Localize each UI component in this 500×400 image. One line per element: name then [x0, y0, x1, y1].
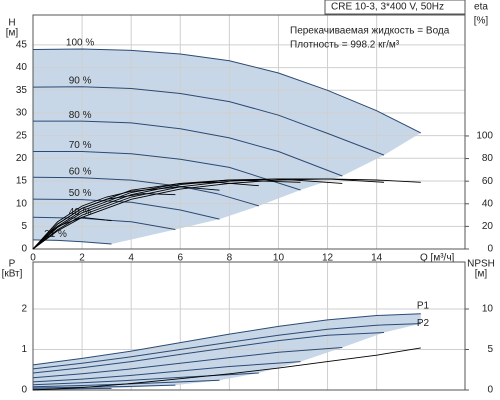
y2-tick-label: 5: [487, 344, 493, 355]
x-tick-label: 6: [177, 253, 183, 264]
x-tick-label: 10: [273, 253, 285, 264]
curve: [33, 151, 301, 191]
curve: [32, 347, 421, 391]
curve-label: 70 %: [69, 140, 92, 151]
curve-label: 100 %: [66, 38, 94, 49]
y-tick-label: 15: [16, 176, 28, 187]
curve-label: 21 %: [44, 229, 67, 240]
y-tick-label: 10: [16, 198, 28, 209]
info-box: [324, 0, 466, 15]
y2-axis-label: eta: [474, 2, 488, 13]
x-tick-label: 2: [79, 253, 85, 264]
y2-axis-unit: [%]: [474, 16, 489, 27]
x-tick-label: 12: [322, 253, 334, 264]
x-tick-label: 4: [128, 253, 134, 264]
y-axis-unit: [кВт]: [2, 269, 23, 280]
y-tick-label: 25: [16, 130, 28, 141]
y-axis-unit: [м]: [6, 28, 19, 39]
y2-axis-label: NPSH: [467, 259, 495, 270]
curve: [32, 323, 421, 370]
y2-tick-label: 20: [482, 221, 494, 232]
curve: [32, 332, 385, 374]
curve-label: 50 %: [69, 188, 92, 199]
curve: [32, 198, 220, 220]
y2-axis-unit: [м]: [475, 269, 488, 280]
curve-label: 60 %: [69, 166, 92, 177]
y2-tick-label: 0: [487, 385, 493, 396]
y2-tick-label: 10: [482, 304, 494, 315]
curve: [32, 86, 385, 156]
y-tick-label: 5: [21, 221, 27, 232]
x-tick-label: 8: [227, 253, 233, 264]
info-text: Плотность = 998.2 кг/м³: [290, 40, 400, 51]
y-tick-label: 45: [16, 40, 28, 51]
curve: [32, 193, 176, 250]
y-tick-label: 40: [16, 62, 28, 73]
curve-label: P1: [417, 300, 430, 311]
curve: [32, 347, 343, 379]
y2-tick-label: 60: [482, 176, 494, 187]
plot-frame: [32, 14, 466, 250]
y2-tick-label: 80: [482, 153, 494, 164]
y-tick-label: 35: [16, 85, 28, 96]
y-tick-label: 0: [21, 244, 27, 255]
curve: [32, 313, 421, 366]
operating-area: [33, 313, 421, 390]
curve-label: P2: [417, 318, 430, 329]
curve: [32, 216, 112, 250]
x-tick-label: 14: [371, 253, 383, 264]
y2-tick-label: 100: [476, 131, 493, 142]
y2-tick-label: 0: [487, 244, 493, 255]
curve: [32, 48, 422, 134]
plot-frame: [32, 261, 466, 391]
y-tick-label: 30: [16, 108, 28, 119]
x-tick-label: 0: [30, 253, 36, 264]
curve: [32, 361, 301, 383]
curve: [32, 186, 220, 250]
curve-label: 90 %: [69, 75, 92, 86]
curve-label: 80 %: [69, 110, 92, 121]
y-tick-label: 20: [16, 153, 28, 164]
info-text: CRE 10-3, 3*400 V, 50Hz: [331, 2, 444, 13]
y-axis-label: H: [8, 18, 15, 29]
curve: [32, 176, 259, 207]
y-axis-label: P: [9, 259, 16, 270]
y-tick-label: 2: [21, 304, 27, 315]
y-tick-label: 0: [21, 385, 27, 396]
y-tick-label: 1: [21, 344, 27, 355]
curve: [32, 178, 421, 250]
curve: [32, 384, 176, 389]
x-axis-label: Q [м³/ч]: [420, 253, 455, 264]
y2-tick-label: 40: [482, 198, 494, 209]
info-text: Перекачиваемая жидкость = Вода: [290, 26, 450, 37]
curve: [33, 120, 343, 177]
